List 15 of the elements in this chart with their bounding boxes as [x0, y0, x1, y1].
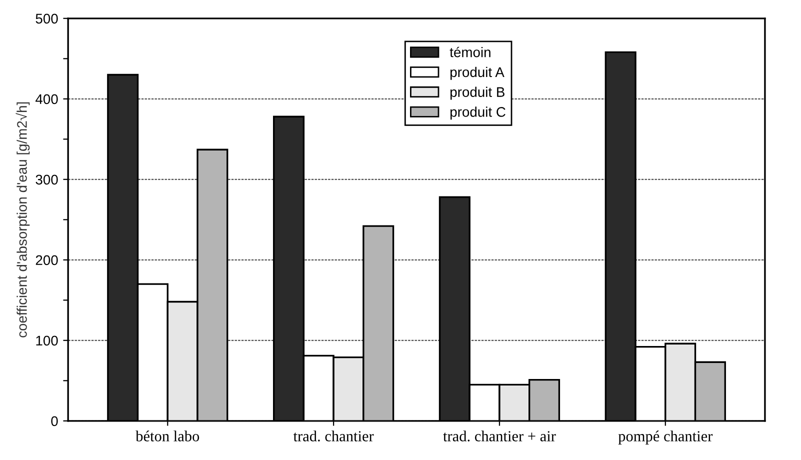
x-tick-label: béton labo — [136, 430, 200, 442]
legend-label: produit C — [450, 106, 506, 120]
x-tick-label: pompé chantier — [618, 430, 713, 444]
y-tick-label: 200 — [36, 255, 58, 266]
y-tick-label: 0 — [51, 416, 58, 426]
y-tick-label: 100 — [36, 336, 58, 346]
legend-label: produit A — [450, 66, 504, 80]
y-axis-title: coefficient d'absorption d'eau [g/m2√h] — [16, 102, 30, 338]
y-tick-label: 300 — [36, 174, 58, 185]
y-tick-label: 400 — [36, 94, 58, 104]
legend-label: témoin — [450, 46, 490, 58]
x-tick-label: trad. chantier + air — [443, 430, 556, 442]
x-tick-label: trad. chantier — [293, 430, 374, 442]
y-tick-label: 500 — [36, 14, 58, 24]
legend-label: produit B — [450, 86, 504, 100]
